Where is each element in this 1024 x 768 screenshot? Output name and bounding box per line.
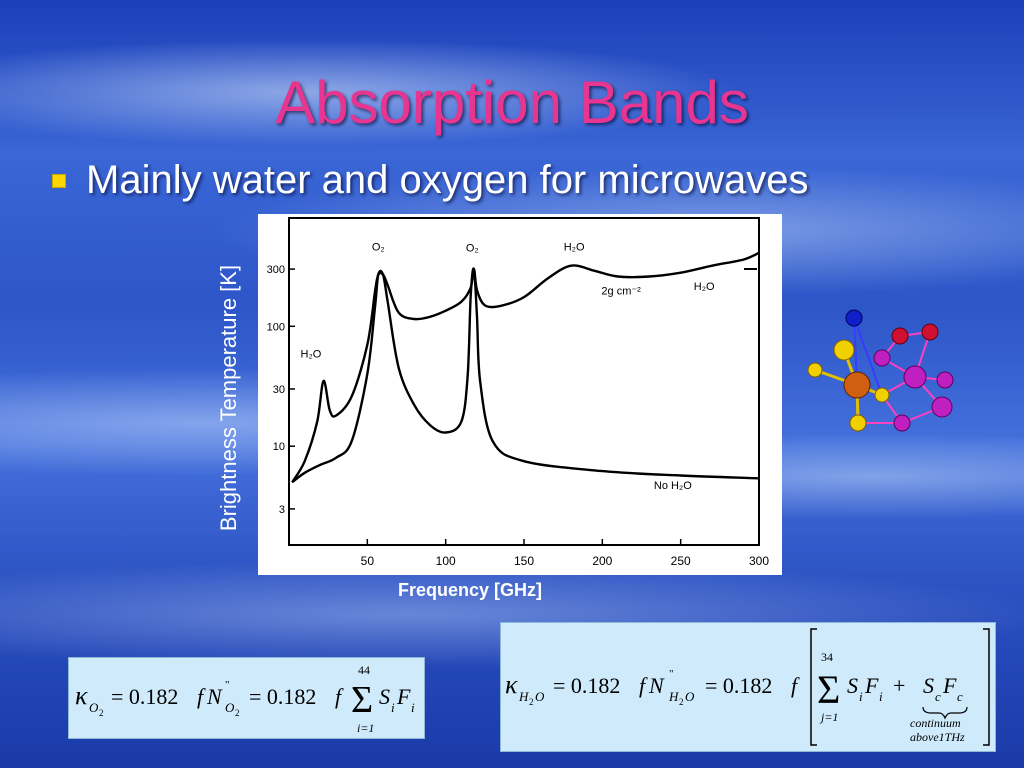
eq1-F: F [396,684,411,709]
square-bullet-icon [52,173,66,188]
x-tick-label: 100 [436,554,456,568]
atom-blue [845,309,863,327]
y-tick-label: 10 [273,441,285,453]
eq1-F-sub: i [411,700,415,715]
eq2-f2: f [791,673,800,698]
series-line-1 [291,267,760,484]
eq2-note-continuum: continuum [910,716,961,730]
plot-frame [288,217,760,546]
eq1-N: N [206,684,223,709]
eq1-S: S [379,684,390,709]
series-line-0 [291,251,760,483]
eq2-N-sub3: O [685,689,695,704]
eq2-kappa-sub: H [518,689,529,704]
atom-yellow [849,414,867,432]
eq1-N-subsub: 2 [235,708,240,718]
bullet-item: Mainly water and oxygen for microwaves [52,158,809,203]
eq2-kappa-sub3: O [535,689,545,704]
eq1-sum-top: 44 [358,663,370,677]
chart-annotation: O₂ [372,241,385,253]
y-tick-label: 300 [267,264,285,276]
y-tick-label: 3 [279,504,285,516]
eq1-kappa-sub: O [89,700,99,715]
eq1-f2: f [335,684,344,709]
sigma-icon: Σ [351,679,373,721]
bullet-text: Mainly water and oxygen for microwaves [86,158,809,202]
chart-panel: 50 100 150 200 250 300 3 10 30 100 300 O₂ O₂ H₂O H₂O 2… [258,214,782,575]
eq1-S-sub: i [391,700,395,715]
eq1-kappa: κ [75,681,88,710]
eq2-f: f [639,673,648,698]
eq2-N: N [648,673,665,698]
eq2-part2: = 0.182 [705,673,772,698]
atom-yellow [807,362,823,378]
atom-red [921,323,939,341]
eq2-Sc-sub: c [935,689,941,704]
chart-annotation: O₂ [466,243,479,255]
chart-annotation: H₂O [564,241,585,253]
slide-title: Absorption Bands [275,69,749,136]
eq1-kappa-subsub: 2 [99,708,104,718]
eq1-f: f [197,684,206,709]
atom-red [891,327,909,345]
atom-yellow [874,387,890,403]
eq2-N-sub: H [668,689,679,704]
eq2-F: F [864,673,879,698]
chart-annotation: 2g cm⁻² [601,285,641,297]
x-tick-label: 50 [361,554,375,568]
eq2-kappa-sub2: 2 [529,697,534,707]
right-bracket-icon [983,628,990,746]
eq2-plus: + [893,673,905,698]
chart-annotation: No H₂O [654,480,692,492]
eq1-sum-bottom: i=1 [357,721,374,735]
underbrace-icon [922,706,968,720]
x-tick-label: 250 [671,554,691,568]
x-axis-label: Frequency [GHz] [398,580,543,600]
eq2-note-above: above1THz [910,730,965,744]
molecule-graphic [807,309,954,432]
eq1-part2: = 0.182 [249,684,316,709]
oxygen-absorption-equation: κ O 2 = 0.182 f N " O 2 = 0.182 f 44 Σ i… [68,657,425,739]
y-tick-label: 30 [273,384,285,396]
eq1-N-sub: O [225,700,235,715]
eq2-Sc: S [923,673,934,698]
eq2-Fc-sub: c [957,689,963,704]
eq1-N-sup: " [225,679,230,691]
atom-yellow [833,339,855,361]
atom-magenta [903,365,927,389]
eq2-Fc: F [942,673,957,698]
atom-magenta [931,396,953,418]
eq2-S-sub: i [859,689,863,704]
atom-magenta [893,414,911,432]
x-tick-label: 150 [514,554,534,568]
x-tick-label: 300 [749,554,769,568]
eq2-N-sub2: 2 [679,697,684,707]
eq2-part1: = 0.182 [553,673,620,698]
eq2-N-sup: " [669,668,674,680]
eq2-sum-bottom: j=1 [819,710,838,724]
absorption-chart: 50 100 150 200 250 300 3 10 30 100 300 O₂ O₂ H₂O H₂O 2… [267,217,769,568]
water-absorption-equation: κ H 2 O = 0.182 f N " H 2 O = 0.182 f 34… [500,622,996,752]
eq2-F-sub: i [879,689,883,704]
left-bracket-icon [810,628,817,746]
chart-annotation: H₂O [301,348,322,360]
atom-magenta [936,371,954,389]
eq2-kappa: κ [505,670,518,699]
eq1-part1: = 0.182 [111,684,178,709]
chart-annotation: H₂O [694,281,715,293]
eq2-S: S [847,673,858,698]
x-tick-label: 200 [592,554,612,568]
atom-magenta [873,349,891,367]
y-tick-label: 100 [267,321,285,333]
eq2-sum-top: 34 [821,650,833,664]
y-axis-label: Brightness Temperature [K] [216,264,241,532]
sigma-icon: Σ [817,667,840,712]
atom-orange [843,371,871,399]
